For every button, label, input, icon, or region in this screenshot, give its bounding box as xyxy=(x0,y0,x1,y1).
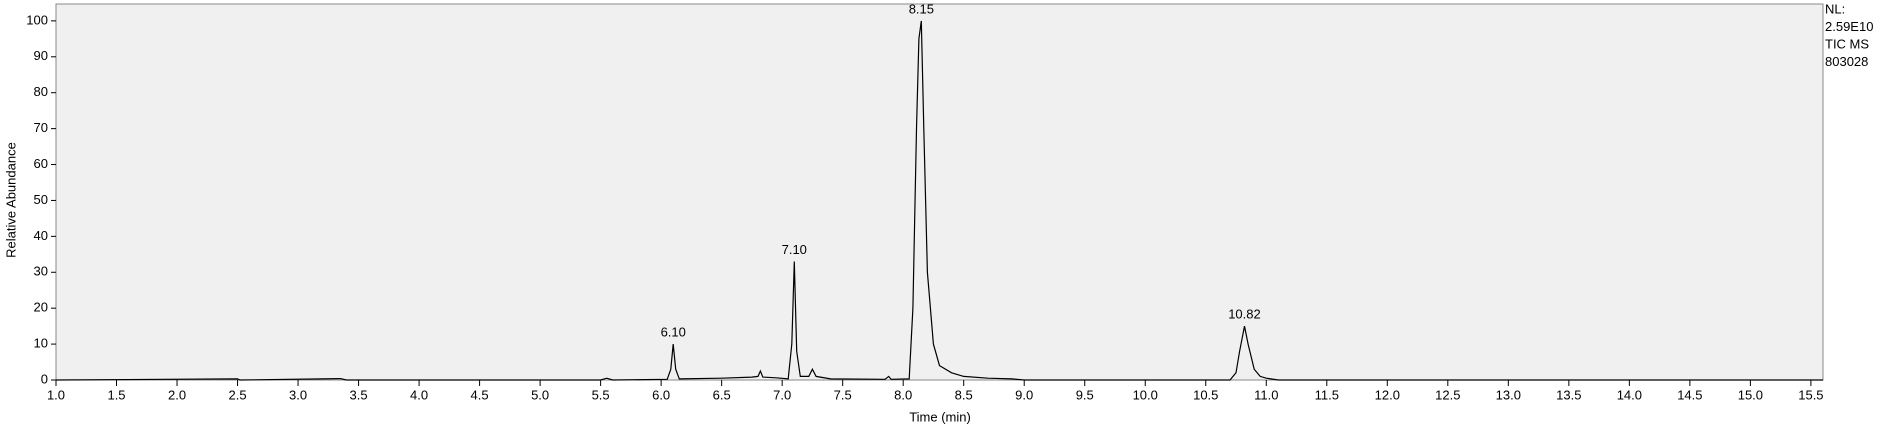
x-tick-label: 10.5 xyxy=(1193,387,1218,402)
x-tick-label: 11.5 xyxy=(1315,387,1339,402)
y-tick-label: 10 xyxy=(34,336,48,351)
y-tick-label: 80 xyxy=(34,84,48,99)
y-axis-label: Relative Abundance xyxy=(3,142,18,258)
x-tick-label: 2.5 xyxy=(229,387,247,402)
peak-label: 10.82 xyxy=(1228,307,1261,322)
x-tick-label: 9.0 xyxy=(1015,387,1033,402)
peak-label: 6.10 xyxy=(661,325,686,340)
x-tick-label: 3.5 xyxy=(350,387,368,402)
x-tick-label: 8.0 xyxy=(894,387,912,402)
x-tick-label: 15.0 xyxy=(1738,387,1763,402)
y-tick-label: 30 xyxy=(34,264,48,279)
y-tick-label: 100 xyxy=(26,12,48,27)
x-tick-label: 6.0 xyxy=(652,387,670,402)
y-tick-label: 50 xyxy=(34,192,48,207)
plot-area xyxy=(55,3,1824,381)
x-tick-label: 11.0 xyxy=(1254,387,1278,402)
peak-label: 7.10 xyxy=(782,242,807,257)
peak-label: 8.15 xyxy=(909,1,934,16)
x-tick-label: 7.0 xyxy=(773,387,791,402)
x-tick-label: 12.5 xyxy=(1435,387,1460,402)
x-tick-label: 13.5 xyxy=(1556,387,1581,402)
x-tick-label: 10.0 xyxy=(1133,387,1158,402)
x-tick-label: 14.5 xyxy=(1677,387,1702,402)
x-tick-label: 2.0 xyxy=(168,387,186,402)
y-tick-label: 40 xyxy=(34,228,48,243)
x-tick-label: 12.0 xyxy=(1375,387,1400,402)
y-tick-label: 0 xyxy=(41,371,48,386)
x-tick-label: 15.5 xyxy=(1798,387,1823,402)
x-tick-label: 14.0 xyxy=(1617,387,1642,402)
side-info: NL: xyxy=(1825,1,1845,16)
x-tick-label: 8.5 xyxy=(955,387,973,402)
x-tick-label: 6.5 xyxy=(713,387,731,402)
trace xyxy=(55,20,1823,381)
x-tick-label: 1.5 xyxy=(107,387,125,402)
x-tick-label: 7.5 xyxy=(834,387,852,402)
y-tick-label: 90 xyxy=(34,48,48,63)
side-info: 803028 xyxy=(1825,54,1868,69)
y-tick-label: 60 xyxy=(34,156,48,171)
side-info: 2.59E10 xyxy=(1825,19,1873,34)
x-tick-label: 5.5 xyxy=(592,387,610,402)
y-tick-label: 20 xyxy=(34,300,48,315)
x-tick-label: 3.0 xyxy=(289,387,307,402)
x-tick-label: 1.0 xyxy=(47,387,65,402)
x-tick-label: 4.5 xyxy=(471,387,489,402)
x-tick-label: 5.0 xyxy=(531,387,549,402)
x-tick-label: 4.0 xyxy=(410,387,428,402)
x-tick-label: 13.0 xyxy=(1496,387,1521,402)
side-info: TIC MS xyxy=(1825,36,1869,51)
x-axis-label: Time (min) xyxy=(909,409,971,424)
x-tick-label: 9.5 xyxy=(1076,387,1094,402)
y-tick-label: 70 xyxy=(34,120,48,135)
